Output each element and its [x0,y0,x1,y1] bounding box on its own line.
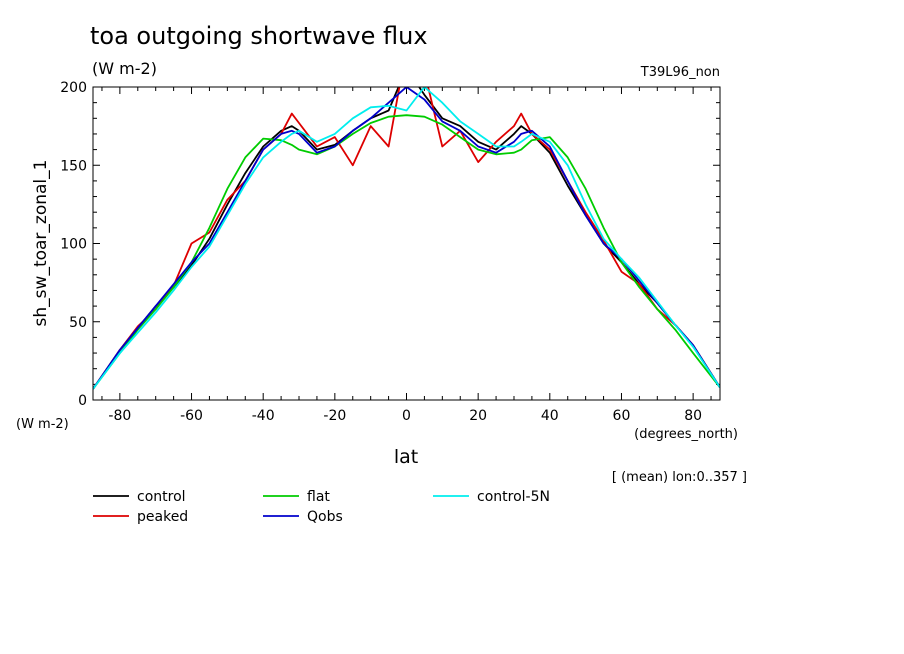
run-label: T39L96_non [640,65,720,80]
y-axis-units: (W m-2) [16,417,69,432]
x-tick-label: -60 [180,408,203,424]
x-tick-label: -40 [252,408,275,424]
plot-series [93,87,720,390]
x-axis-label: lat [394,446,418,468]
legend-label-flat: flat [307,489,330,505]
x-tick-label: -80 [108,408,131,424]
x-tick-label: 80 [684,408,702,424]
x-tick-label: 60 [613,408,631,424]
y-axis-label: sh_sw_toar_zonal_1 [31,160,51,327]
legend-label-control-5n: control-5N [477,489,550,505]
x-tick-label: 20 [469,408,487,424]
x-axis-units: (degrees_north) [634,427,738,442]
y-tick-label: 50 [69,315,87,331]
legend-label-qobs: Qobs [307,509,343,525]
series-line-flat [93,114,720,390]
chart-title: toa outgoing shortwave flux [90,22,428,50]
footnote: [ (mean) lon:0..357 ] [612,470,747,485]
x-tick-label: 0 [402,408,411,424]
x-tick-label: -20 [323,408,346,424]
series-line-control-5n [93,87,720,390]
legend: control peaked flat Qobs control-5N [93,489,550,525]
y-tick-label: 150 [60,158,87,174]
series-line-control [93,87,720,390]
x-tick-label: 40 [541,408,559,424]
plot-frame [92,86,721,401]
y-tick-label: 200 [60,80,87,96]
legend-label-peaked: peaked [137,509,188,525]
legend-label-control: control [137,489,186,505]
series-line-qobs [93,87,720,390]
y-tick-label: 100 [60,237,87,253]
axis-ticks: -80 -60 -40 -20 0 20 40 60 80 0 50 100 150 200 [60,80,720,424]
title-units: (W m-2) [92,59,157,78]
series-line-peaked [93,87,720,390]
y-tick-label: 0 [78,393,87,409]
